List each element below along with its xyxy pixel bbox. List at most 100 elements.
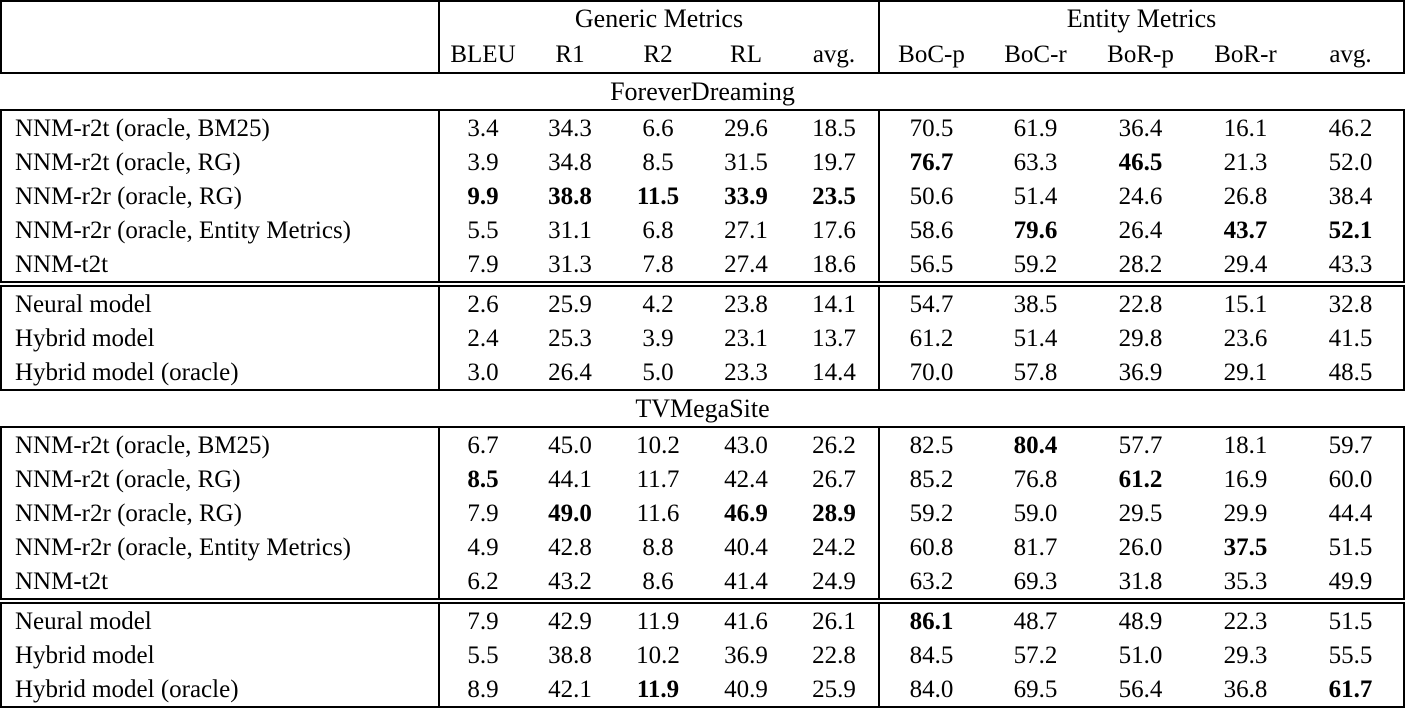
metric-value: 26.7 bbox=[812, 465, 856, 493]
metric-value: 57.2 bbox=[1013, 641, 1058, 669]
metric-value: 11.6 bbox=[636, 499, 680, 527]
col-header: BoC-r bbox=[1004, 40, 1067, 68]
row-label: Neural model bbox=[15, 290, 152, 318]
row-label: Hybrid model (oracle) bbox=[15, 358, 239, 386]
row-label: Hybrid model bbox=[15, 641, 155, 669]
metric-value: 60.0 bbox=[1328, 465, 1373, 493]
metric-value: 38.5 bbox=[1013, 290, 1058, 318]
metric-value: 11.9 bbox=[636, 675, 680, 703]
metric-value: 82.5 bbox=[878, 428, 983, 462]
section-title: ForeverDreaming bbox=[610, 76, 795, 106]
metric-value: 25.3 bbox=[548, 324, 592, 352]
metric-value: 22.8 bbox=[812, 641, 856, 669]
metric-value: 59.2 bbox=[878, 496, 983, 530]
metric-value: 3.0 bbox=[438, 355, 526, 389]
metric-value: 7.8 bbox=[642, 250, 674, 278]
metric-value: 28.9 bbox=[812, 499, 856, 527]
metric-value: 28.2 bbox=[1118, 250, 1163, 278]
metric-value: 22.8 bbox=[1118, 290, 1163, 318]
metric-value: 58.6 bbox=[878, 213, 983, 247]
metric-value: 3.4 bbox=[438, 111, 526, 145]
metric-value: 51.0 bbox=[1118, 641, 1163, 669]
metric-value: 69.3 bbox=[1013, 567, 1058, 595]
metric-value: 56.4 bbox=[1118, 675, 1163, 703]
col-header: avg. bbox=[812, 40, 856, 68]
metric-value: 81.7 bbox=[1013, 533, 1058, 561]
table-row: NNM-r2t (oracle, RG) 8.5 44.1 11.7 42.4 26.7 8… bbox=[2, 462, 1403, 496]
metric-value: 52.0 bbox=[1328, 148, 1373, 176]
metric-value: 31.5 bbox=[724, 148, 768, 176]
metric-value: 2.6 bbox=[438, 287, 526, 321]
metric-value: 42.4 bbox=[724, 465, 768, 493]
metric-value: 49.9 bbox=[1328, 567, 1373, 595]
metric-value: 17.6 bbox=[812, 216, 856, 244]
metric-value: 41.6 bbox=[724, 607, 768, 635]
metric-value: 32.8 bbox=[1328, 290, 1373, 318]
metric-value: 40.9 bbox=[724, 675, 768, 703]
metric-value: 54.7 bbox=[878, 287, 983, 321]
metric-value: 29.5 bbox=[1118, 499, 1163, 527]
metric-value: 8.9 bbox=[438, 672, 526, 706]
metric-value: 33.9 bbox=[724, 182, 768, 210]
header-corner-cell bbox=[2, 36, 438, 72]
col-header: avg. bbox=[1329, 40, 1372, 68]
header-group-label: Generic Metrics bbox=[438, 2, 878, 36]
metric-value: 23.5 bbox=[812, 182, 856, 210]
metric-value: 16.9 bbox=[1223, 465, 1268, 493]
header-corner-cell bbox=[2, 2, 438, 36]
row-label: NNM-t2t bbox=[15, 250, 109, 278]
metric-value: 11.7 bbox=[636, 465, 680, 493]
table-row: Neural model 7.9 42.9 11.9 41.6 26.1 86.1 48.7 4… bbox=[2, 604, 1403, 638]
row-label: NNM-r2r (oracle, Entity Metrics) bbox=[15, 533, 351, 561]
row-label: NNM-r2r (oracle, RG) bbox=[15, 499, 243, 527]
row-label: Hybrid model (oracle) bbox=[15, 675, 239, 703]
metric-value: 43.7 bbox=[1223, 216, 1268, 244]
metric-value: 14.1 bbox=[812, 290, 856, 318]
metric-value: 48.9 bbox=[1118, 607, 1163, 635]
metric-value: 19.7 bbox=[812, 148, 856, 176]
metric-value: 16.1 bbox=[1223, 114, 1268, 142]
metric-value: 84.5 bbox=[878, 638, 983, 672]
metric-value: 29.4 bbox=[1223, 250, 1268, 278]
metric-value: 18.1 bbox=[1223, 431, 1268, 459]
row-group-box: NNM-r2t (oracle, BM25) 3.4 34.3 6.6 29.6 18.5… bbox=[0, 109, 1405, 283]
column-header-row: BLEU R1 R2 RL avg. BoC-p BoC-r BoR-p BoR-r avg. bbox=[2, 36, 1403, 72]
col-header: RL bbox=[730, 40, 762, 68]
metric-value: 63.3 bbox=[1013, 148, 1058, 176]
metric-value: 85.2 bbox=[878, 462, 983, 496]
metric-value: 8.6 bbox=[642, 567, 674, 595]
col-header: R1 bbox=[555, 40, 585, 68]
metric-value: 23.1 bbox=[724, 324, 768, 352]
table-row: NNM-t2t 6.2 43.2 8.6 41.4 24.9 63.2 69.3 31.8 35.… bbox=[2, 564, 1403, 598]
table-row: Hybrid model (oracle) 3.0 26.4 5.0 23.3 14.4 7… bbox=[2, 355, 1403, 389]
metric-value: 5.5 bbox=[438, 213, 526, 247]
metric-value: 46.5 bbox=[1118, 148, 1163, 176]
metric-value: 41.4 bbox=[724, 567, 768, 595]
metric-value: 8.5 bbox=[642, 148, 674, 176]
metric-value: 42.1 bbox=[548, 675, 592, 703]
metric-value: 46.9 bbox=[724, 499, 768, 527]
metric-value: 51.4 bbox=[1013, 182, 1058, 210]
metric-value: 43.0 bbox=[724, 431, 768, 459]
table-row: NNM-t2t 7.9 31.3 7.8 27.4 18.6 56.5 59.2 28.2 29.… bbox=[2, 247, 1403, 281]
metric-value: 42.8 bbox=[548, 533, 592, 561]
col-header: BoR-r bbox=[1214, 40, 1277, 68]
row-label: NNM-r2t (oracle, BM25) bbox=[15, 431, 270, 459]
table-row: Neural model 2.6 25.9 4.2 23.8 14.1 54.7 38.5 22… bbox=[2, 287, 1403, 321]
table-row: Hybrid model 2.4 25.3 3.9 23.1 13.7 61.2 51.4 29… bbox=[2, 321, 1403, 355]
metric-value: 4.2 bbox=[642, 290, 674, 318]
metric-value: 27.4 bbox=[724, 250, 768, 278]
metric-value: 5.0 bbox=[642, 358, 674, 386]
metric-value: 51.5 bbox=[1328, 607, 1373, 635]
metric-value: 26.4 bbox=[1118, 216, 1163, 244]
metric-value: 10.2 bbox=[636, 641, 680, 669]
metric-value: 8.5 bbox=[438, 462, 526, 496]
table-row: NNM-r2r (oracle, RG) 9.9 38.8 11.5 33.9 23.5 5… bbox=[2, 179, 1403, 213]
col-header: BLEU bbox=[438, 36, 526, 72]
metric-value: 37.5 bbox=[1223, 533, 1268, 561]
metric-value: 36.8 bbox=[1223, 675, 1268, 703]
metric-value: 46.2 bbox=[1328, 114, 1373, 142]
metric-value: 57.8 bbox=[1013, 358, 1058, 386]
